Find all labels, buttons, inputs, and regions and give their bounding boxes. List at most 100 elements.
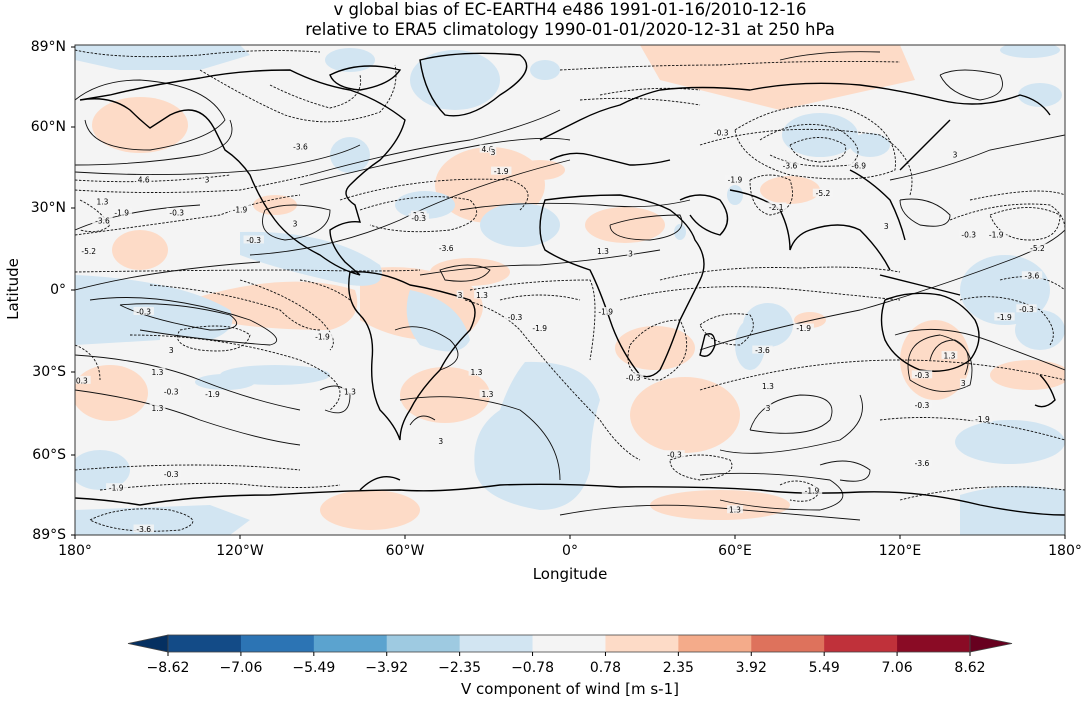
contour-label: 3 [169, 346, 174, 355]
ytick-label: 0° [50, 282, 66, 298]
colorbar-tick-label: 3.92 [735, 660, 767, 676]
contour-label: -0.3 [246, 236, 261, 245]
contour-label: 3 [293, 219, 298, 228]
colorbar-tick-label: 7.06 [881, 660, 913, 676]
contour-label: -0.3 [915, 401, 930, 410]
xtick-label: 0° [562, 543, 578, 559]
contour-label: 1.3 [97, 197, 109, 206]
colorbar-bin [678, 635, 752, 652]
colorbar-bin [459, 635, 534, 652]
contour-label: -0.3 [136, 308, 151, 317]
contour-label: -0.3 [508, 313, 523, 322]
contour-label: -5.2 [81, 247, 96, 256]
contour-label: -5.2 [816, 189, 831, 198]
contour-label: -3.6 [755, 346, 770, 355]
colorbar-tick-label: −2.35 [438, 660, 482, 676]
contour-label: -0.3 [626, 374, 641, 383]
contour-label: -1.9 [532, 324, 547, 333]
contour-label: 1.3 [344, 387, 356, 396]
colorbar-bin [386, 635, 461, 652]
contour-label: 3 [961, 379, 966, 388]
contour-label: -3.6 [293, 142, 308, 151]
contour-label: -3.6 [136, 525, 151, 534]
contour-label: 3 [766, 404, 771, 413]
contour-label: -0.3 [164, 470, 179, 479]
xtick-label: 120°W [216, 543, 264, 559]
contour-label: 4.6 [482, 145, 494, 154]
contour-label: -1.9 [989, 230, 1004, 239]
contour-label: 3 [628, 250, 633, 259]
contour-label: -0.3 [1019, 305, 1034, 314]
colorbar-tick-label: −5.49 [292, 660, 336, 676]
contour-label: 1.3 [476, 291, 488, 300]
contour-label: -1.9 [114, 208, 129, 217]
colorbar-extend-min [127, 634, 169, 653]
coastline-layer [75, 52, 1065, 516]
colorbar-tick-label: −3.92 [365, 660, 409, 676]
colorbar-bin [605, 635, 679, 652]
x-axis-label: Longitude [532, 565, 608, 583]
contour-label: -1.9 [315, 332, 330, 341]
contour-label: -5.2 [1030, 244, 1045, 253]
contour-label: 1.3 [152, 368, 164, 377]
colorbar-extend-max [969, 634, 1013, 653]
contour-label: -3.6 [915, 459, 930, 468]
contour-label: -3.6 [1025, 272, 1040, 281]
ytick-label: 60°S [32, 447, 66, 463]
colorbar-tick-label: 8.62 [954, 660, 986, 676]
y-axis-label: Latitude [4, 258, 22, 320]
bias-shading-layer [75, 45, 1065, 535]
contour-label: -1.9 [728, 175, 743, 184]
contour-label: -2.1 [769, 203, 784, 212]
xtick-label: 120°E [878, 543, 922, 559]
colorbar-bin [532, 635, 606, 652]
contour-label: -1.9 [997, 313, 1012, 322]
contour-label: 1.3 [729, 506, 741, 515]
contour-label: -0.3 [714, 129, 729, 138]
contour-label: 1.3 [762, 382, 774, 391]
colorbar-tick-label: 2.35 [662, 660, 694, 676]
contour-label: -3.6 [439, 244, 454, 253]
contour-label: -0.3 [915, 371, 930, 380]
contour-label-layer: 4.6 31.3-0.3-1.9 -1.9-3.6-5.2-3.6-0.334.63… [73, 128, 1048, 534]
contour-label: 3 [205, 175, 210, 184]
ytick-label: 30°N [30, 200, 66, 216]
contour-label: 3 [884, 222, 889, 231]
contour-label: -0.3 [164, 387, 179, 396]
colorbar-tick-label: 5.49 [808, 660, 840, 676]
contour-label: 1.3 [597, 247, 609, 256]
xtick-label: 60°W [385, 543, 425, 559]
contour-label: -3.6 [95, 217, 110, 226]
contour-label: -1.9 [796, 324, 811, 333]
colorbar-bin [751, 635, 825, 652]
contour-label: 1.3 [471, 368, 483, 377]
contour-label: -1.9 [109, 484, 124, 493]
colorbar-bin [168, 635, 242, 652]
contour-label: -1.9 [494, 167, 509, 176]
colorbar-bin [240, 635, 315, 652]
colorbar-tick-label: −0.78 [511, 660, 554, 676]
contour-label: -3.6 [783, 162, 798, 171]
contour-label: -1.9 [233, 206, 248, 215]
contour-label: -0.3 [961, 230, 976, 239]
contour-label: -1.9 [975, 415, 990, 424]
contour-label: -1.9 [598, 308, 613, 317]
figure-title-line2: relative to ERA5 climatology 1990-01-01/… [305, 20, 835, 39]
contour-label: 1.3 [152, 404, 164, 413]
colorbar-bin [897, 635, 971, 652]
colorbar-label: V component of wind [m s-1] [461, 680, 679, 698]
colorbar-tick-label: 0.78 [589, 660, 622, 676]
contour-label: -0.3 [667, 451, 682, 460]
colorbar-tick-label: −8.62 [146, 660, 190, 676]
colorbar-bin [313, 635, 388, 652]
contour-label: 1.3 [482, 390, 494, 399]
contour-label: -0.3 [73, 376, 88, 385]
xtick-label: 180° [1048, 543, 1082, 559]
contour-label: 3 [491, 148, 496, 157]
contour-label: -0.3 [169, 208, 184, 217]
contour-label: 3 [438, 437, 443, 446]
ytick-label: 60°N [30, 119, 66, 135]
colorbar-tick-label: −7.06 [219, 660, 263, 676]
ytick-label: 89°N [30, 39, 66, 55]
